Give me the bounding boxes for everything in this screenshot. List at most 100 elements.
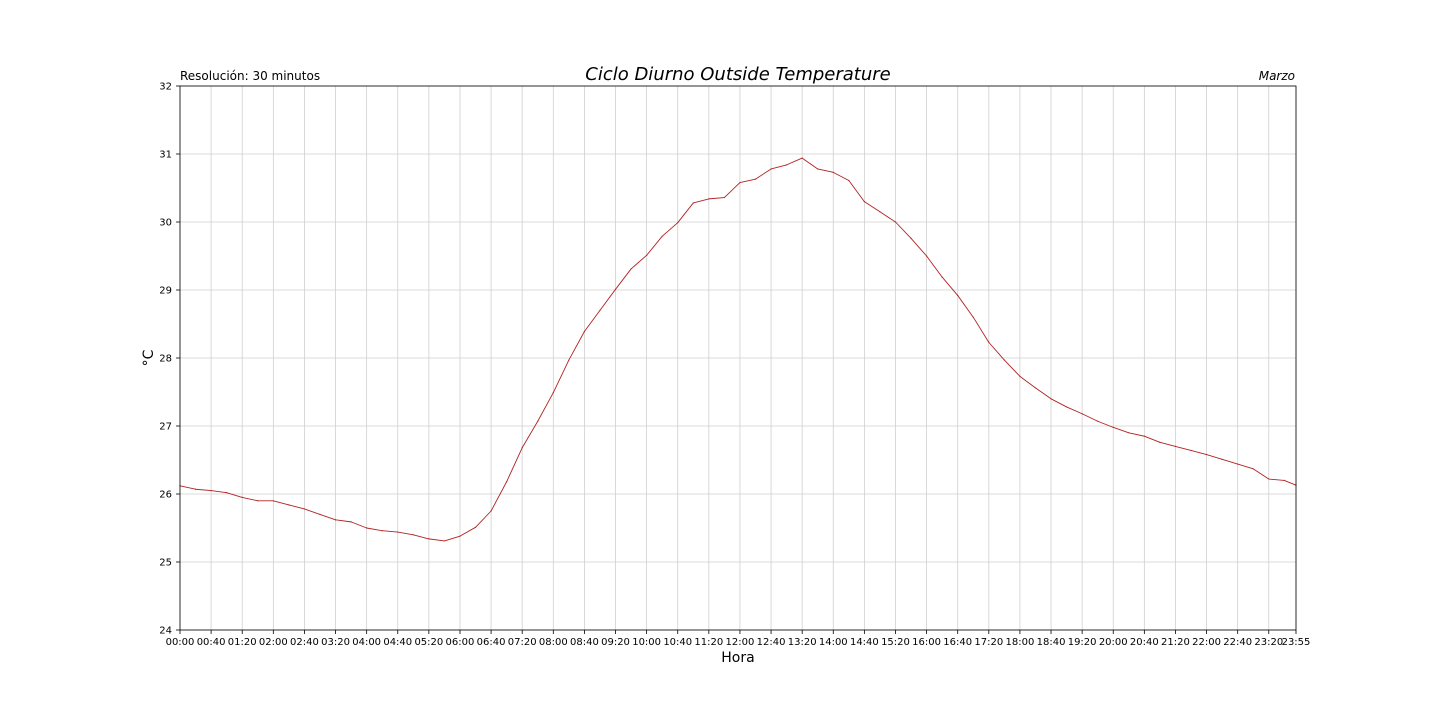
data-point	[194, 488, 197, 490]
x-tick-label: 06:40	[477, 637, 506, 648]
x-tick-label: 08:40	[570, 637, 599, 648]
data-point	[1003, 359, 1005, 361]
x-tick-label: 16:40	[943, 637, 972, 648]
y-tick-label: 24	[159, 626, 172, 637]
data-point	[1097, 420, 1099, 422]
data-point	[583, 330, 586, 333]
data-point	[443, 540, 446, 542]
data-point	[210, 490, 212, 492]
data-point	[552, 392, 554, 394]
data-point	[288, 504, 290, 506]
x-tick-label: 20:00	[1099, 637, 1128, 648]
data-point	[614, 288, 617, 290]
data-point	[770, 168, 772, 170]
y-tick-label: 30	[159, 218, 172, 229]
x-tick-label: 11:20	[694, 637, 723, 648]
data-point	[1019, 375, 1021, 377]
x-tick-label: 12:00	[726, 637, 755, 648]
period-label: Marzo	[1259, 69, 1295, 83]
data-point	[879, 211, 881, 213]
data-point	[226, 492, 228, 494]
data-point	[568, 359, 570, 361]
data-point	[1237, 463, 1239, 465]
data-point	[537, 420, 539, 422]
chart-title: Ciclo Diurno Outside Temperature	[585, 64, 891, 85]
data-point	[412, 534, 414, 536]
data-point	[1252, 468, 1254, 470]
data-point	[474, 526, 477, 528]
y-axis-label: °C	[141, 349, 157, 366]
x-tick-label: 01:20	[228, 637, 257, 648]
data-point	[272, 500, 274, 502]
data-point	[941, 276, 943, 278]
x-tick-label: 12:40	[757, 637, 786, 648]
x-tick-label: 15:20	[881, 637, 910, 648]
y-tick-label: 25	[159, 558, 172, 569]
data-point	[630, 268, 632, 270]
data-point	[1283, 479, 1285, 481]
x-tick-label: 07:20	[508, 637, 537, 648]
data-point	[1034, 387, 1037, 389]
data-point	[677, 222, 679, 224]
data-point	[397, 531, 399, 533]
data-point	[428, 538, 430, 540]
data-point	[334, 519, 337, 521]
x-tick-label: 20:40	[1130, 637, 1159, 648]
data-point	[381, 530, 383, 532]
data-point	[241, 496, 243, 498]
x-tick-label: 18:40	[1037, 637, 1066, 648]
y-tick-label: 29	[159, 286, 172, 297]
y-tick-label: 28	[159, 354, 172, 365]
data-point	[1190, 449, 1192, 452]
x-axis-label: Hora	[721, 650, 754, 666]
data-point	[1174, 445, 1177, 447]
series-line	[179, 157, 1297, 542]
data-point	[988, 341, 990, 343]
data-point	[972, 316, 974, 318]
data-point	[1112, 426, 1114, 428]
y-tick-label: 27	[159, 422, 172, 433]
y-axis: 24 25 26 27 28 29 30 31 32	[159, 82, 180, 637]
x-tick-label: 02:40	[290, 637, 319, 648]
x-tick-label: 04:00	[352, 637, 381, 648]
data-point	[303, 508, 306, 510]
data-point	[925, 255, 928, 257]
data-point	[1081, 413, 1083, 415]
x-tick-label: 08:00	[539, 637, 568, 648]
x-tick-label: 00:40	[197, 637, 226, 648]
x-tick-label: 23:20	[1254, 637, 1283, 648]
data-point	[786, 164, 788, 166]
data-point	[661, 235, 663, 237]
x-tick-label: 22:00	[1192, 637, 1221, 648]
x-tick-label: 23:55	[1282, 637, 1311, 648]
x-tick-label: 05:20	[414, 637, 443, 648]
x-tick-label: 18:00	[1006, 637, 1035, 648]
x-tick-label: 21:20	[1161, 637, 1190, 648]
data-point	[1268, 478, 1270, 480]
data-point	[754, 178, 757, 180]
data-point	[801, 157, 803, 159]
data-point	[910, 237, 912, 239]
data-point	[599, 309, 601, 311]
x-tick-label: 17:20	[974, 637, 1003, 648]
data-point	[319, 513, 321, 516]
data-point	[1221, 458, 1223, 460]
data-point	[848, 179, 850, 182]
x-tick-label: 00:00	[166, 637, 195, 648]
x-axis: 00:00 00:40 01:20 02:00 02:40 03:20 04:00 04:40…	[166, 630, 1311, 648]
x-tick-label: 02:00	[259, 637, 288, 648]
y-tick-label: 31	[159, 150, 172, 161]
data-point	[1143, 435, 1145, 437]
data-point	[723, 196, 725, 199]
data-point	[366, 527, 368, 529]
data-point	[832, 171, 834, 173]
x-tick-label: 06:00	[446, 637, 475, 648]
resolution-label: Resolución: 30 minutos	[180, 69, 320, 83]
x-tick-label: 10:40	[663, 637, 692, 648]
data-point	[506, 481, 508, 483]
data-point	[863, 201, 865, 203]
x-tick-label: 13:20	[788, 637, 817, 648]
data-point	[459, 535, 461, 537]
data-point	[739, 181, 741, 184]
